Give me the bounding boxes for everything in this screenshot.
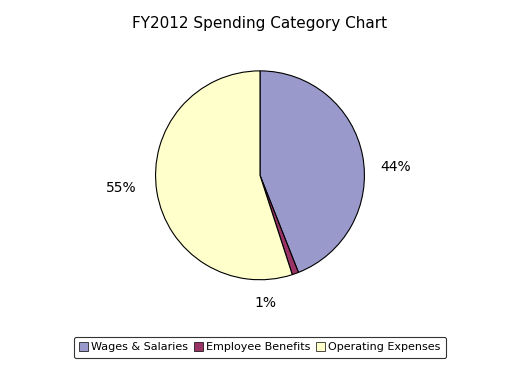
Wedge shape (260, 175, 298, 275)
Text: 55%: 55% (106, 181, 137, 195)
Title: FY2012 Spending Category Chart: FY2012 Spending Category Chart (133, 16, 387, 31)
Wedge shape (260, 71, 365, 272)
Legend: Wages & Salaries, Employee Benefits, Operating Expenses: Wages & Salaries, Employee Benefits, Ope… (74, 336, 446, 358)
Wedge shape (155, 71, 292, 280)
Text: 44%: 44% (380, 160, 411, 174)
Text: 1%: 1% (254, 296, 276, 310)
